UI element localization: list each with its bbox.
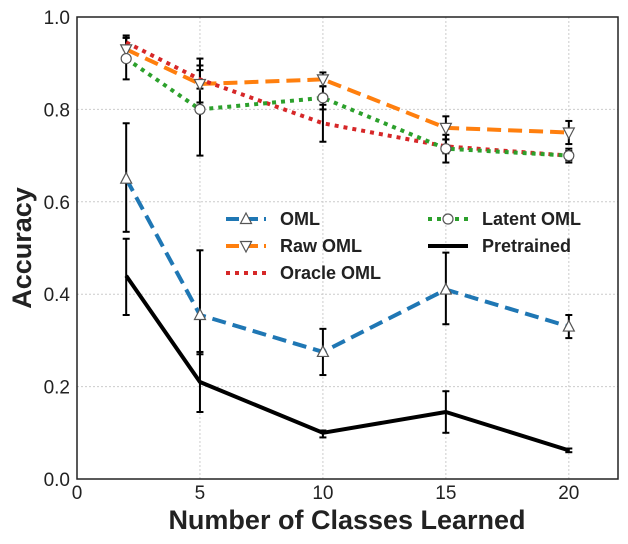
y-tick-label: 0.6 xyxy=(44,193,70,214)
y-axis-title: Accuracy xyxy=(7,187,37,309)
y-tick-label: 0.4 xyxy=(44,285,71,306)
legend-label: Pretrained xyxy=(482,236,571,256)
y-tick-label: 0.8 xyxy=(44,100,70,121)
series-line-oracle-oml xyxy=(125,40,569,158)
data-point-raw-oml xyxy=(316,74,330,87)
data-point-raw-oml xyxy=(193,78,207,92)
series-line-pretrained xyxy=(124,274,570,453)
series-line-raw-oml xyxy=(125,47,569,135)
legend-item-oml: OML xyxy=(226,209,320,229)
data-point-oml xyxy=(193,307,207,321)
series-markers xyxy=(119,44,576,358)
x-axis-title: Number of Classes Learned xyxy=(168,505,525,535)
x-tick-label: 20 xyxy=(558,483,579,504)
data-point-latent-oml xyxy=(317,92,329,104)
x-tick-label: 5 xyxy=(195,483,206,504)
data-point-latent-oml xyxy=(194,103,206,116)
data-point-latent-oml xyxy=(120,52,132,65)
y-tick-label: 0.0 xyxy=(44,470,70,491)
data-point-oml xyxy=(316,344,330,358)
legend-label: Latent OML xyxy=(482,209,581,229)
data-point-raw-oml xyxy=(439,122,453,136)
data-point-latent-oml xyxy=(440,143,452,155)
plot-frame xyxy=(76,16,619,480)
legend-label: Raw OML xyxy=(280,236,362,256)
legend-marker xyxy=(239,240,253,254)
x-tick-label: 10 xyxy=(312,483,333,504)
y-tick-label: 0.2 xyxy=(44,378,70,399)
data-point-oml xyxy=(439,282,453,295)
data-point-latent-oml xyxy=(563,150,575,162)
legend-label: OML xyxy=(280,209,320,229)
legend-marker xyxy=(442,213,454,225)
data-point-raw-oml xyxy=(562,127,576,140)
legend-item-latent-oml: Latent OML xyxy=(428,209,581,229)
legend-label: Oracle OML xyxy=(280,263,381,283)
x-tick-label: 15 xyxy=(435,483,456,504)
series-line-latent-oml xyxy=(125,56,569,158)
x-tick-label: 0 xyxy=(72,483,83,504)
axis-ticks: 0 5 10 15 20 0.0 0.2 0.4 0.6 0.8 1.0 xyxy=(44,8,580,504)
legend-item-oracle-oml: Oracle OML xyxy=(226,263,381,283)
y-tick-label: 1.0 xyxy=(44,8,70,29)
data-point-raw-oml xyxy=(119,44,133,57)
legend-marker xyxy=(239,211,253,225)
legend-item-raw-oml: Raw OML xyxy=(226,236,362,256)
data-point-oml xyxy=(562,319,576,332)
legend-item-pretrained: Pretrained xyxy=(428,236,571,256)
legend: OML Raw OML Oracle OML Latent OML Pretrained xyxy=(226,209,581,283)
data-point-oml xyxy=(119,171,133,184)
